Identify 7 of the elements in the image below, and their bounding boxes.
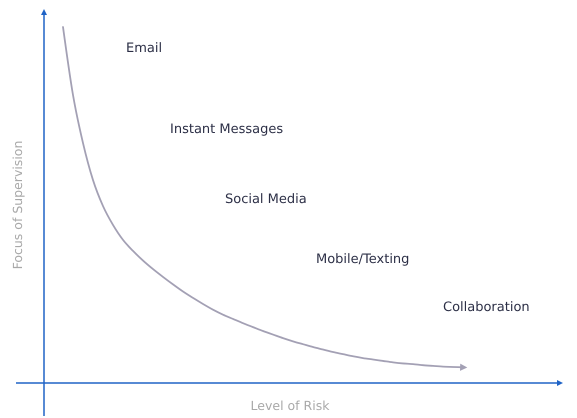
annotation: Collaboration <box>443 300 530 315</box>
annotation: Email <box>126 41 162 56</box>
x-axis-title: Level of Risk <box>250 398 330 413</box>
annotation: Instant Messages <box>170 122 284 137</box>
annotation: Social Media <box>225 192 307 207</box>
annotation: Mobile/Texting <box>316 252 410 267</box>
y-axis-title: Focus of Supervision <box>10 140 25 270</box>
